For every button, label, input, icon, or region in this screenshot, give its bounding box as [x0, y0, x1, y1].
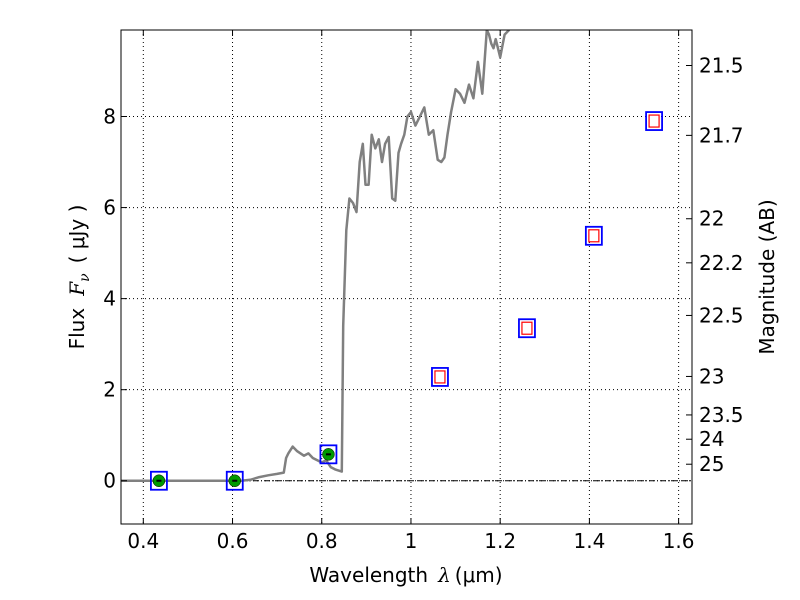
x-axis-label-unit: (μm) [455, 563, 503, 587]
y-tick-label: 2 [103, 378, 116, 402]
model-point-blue [150, 470, 168, 491]
axis-ticks: 0.4 0.6 0.8 1 1.2 1.4 1.60246821.521.72222.222… [103, 30, 744, 553]
y2-tick-label: 23 [699, 364, 724, 388]
y2-tick-label: 21.7 [699, 123, 744, 147]
y-axis-label: Flux Fν ( μJy ) [65, 205, 93, 350]
x-tick-label: 0.8 [306, 529, 338, 553]
x-tick-label: 1.2 [484, 529, 516, 553]
model-point-blue [645, 111, 663, 131]
model-point-blue [518, 318, 536, 339]
y2-tick-label: 22 [699, 207, 724, 231]
y-axis-label-unit: ( μJy ) [65, 205, 89, 264]
model-point-blue [431, 367, 449, 387]
model-point-red [588, 229, 600, 243]
model-point-blue [584, 225, 603, 246]
y2-tick-label: 22.5 [699, 303, 744, 327]
y2-tick-label: 21.5 [699, 54, 744, 78]
y2-tick-label: 22.2 [699, 251, 744, 275]
y-tick-label: 6 [103, 196, 116, 220]
x-axis-label: Wavelength λ (μm) [309, 563, 502, 587]
x-tick-label: 1.6 [663, 529, 695, 553]
x-tick-label: 0.6 [217, 529, 249, 553]
y2-tick-label: 24 [699, 427, 724, 451]
model-point-red [648, 114, 660, 128]
model-point-blue [319, 444, 338, 465]
y-axis-label-subscript: ν [77, 273, 93, 282]
grid [121, 30, 692, 524]
data-points [150, 111, 663, 491]
x-tick-label: 1 [405, 529, 418, 553]
y2-axis-label: Magnitude (AB) [755, 199, 779, 354]
model-point-red [521, 321, 533, 335]
y-tick-label: 0 [103, 469, 116, 493]
y2-tick-label: 23.5 [699, 403, 744, 427]
y-axis-label-prefix: Flux [65, 308, 89, 350]
x-tick-label: 0.4 [127, 529, 159, 553]
model-point-blue [225, 470, 244, 491]
x-axis-label-prefix: Wavelength [309, 563, 428, 587]
y-tick-label: 8 [103, 105, 116, 129]
x-tick-label: 1.4 [573, 529, 605, 553]
model-spectrum-line [121, 30, 510, 482]
y-axis-label-symbol: F [65, 281, 89, 297]
plot-frame [120, 29, 693, 525]
model-point-red [434, 370, 446, 384]
y2-tick-label: 25 [699, 452, 724, 476]
y-tick-label: 4 [103, 287, 116, 311]
x-axis-label-symbol: λ [437, 563, 451, 587]
